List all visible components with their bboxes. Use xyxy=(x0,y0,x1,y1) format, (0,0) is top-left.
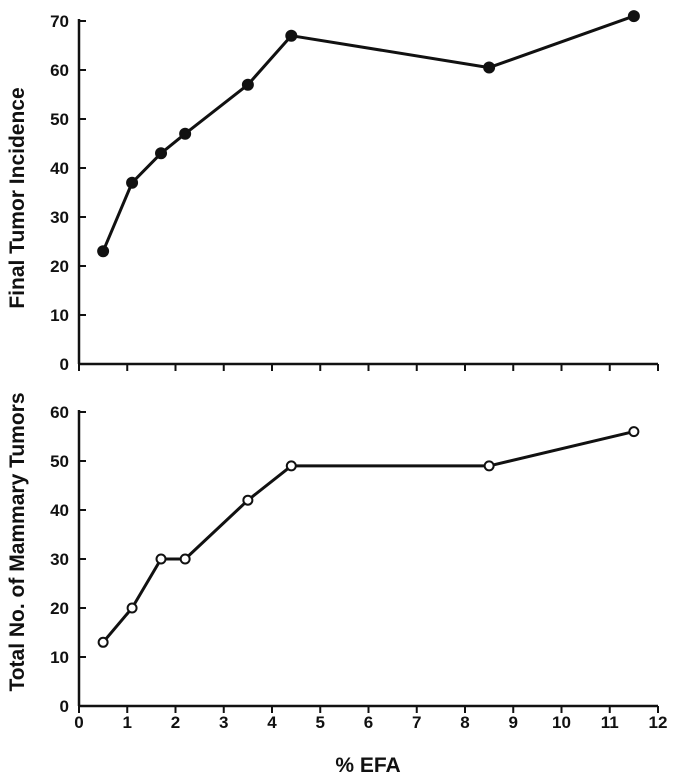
data-point xyxy=(628,426,640,438)
x-tick-label: 4 xyxy=(267,713,277,732)
x-tick-label: 11 xyxy=(601,713,619,732)
x-tick-label: 1 xyxy=(123,713,132,732)
x-axis-title: % EFA xyxy=(335,754,400,777)
y-tick-label: 60 xyxy=(50,61,69,80)
data-point xyxy=(126,176,139,189)
y-tick-label: 60 xyxy=(50,403,69,422)
x-tick-label: 0 xyxy=(74,713,83,732)
data-point xyxy=(285,29,298,42)
y-tick-label: 0 xyxy=(60,355,69,374)
y-tick-label: 20 xyxy=(50,599,69,618)
x-tick-label: 8 xyxy=(460,713,469,732)
data-point xyxy=(179,127,192,140)
y-tick-label: 50 xyxy=(50,452,69,471)
x-tick-label: 9 xyxy=(509,713,518,732)
x-tick-label: 10 xyxy=(552,713,571,732)
y-tick-label: 40 xyxy=(50,501,69,520)
data-point xyxy=(627,10,640,23)
data-point xyxy=(179,553,191,565)
y-tick-label: 20 xyxy=(50,257,69,276)
data-point xyxy=(483,61,496,74)
data-point xyxy=(97,245,110,258)
data-point xyxy=(155,147,168,160)
data-point xyxy=(155,553,167,565)
x-tick-label: 5 xyxy=(316,713,325,732)
data-point xyxy=(241,78,254,91)
y-tick-label: 0 xyxy=(60,697,69,716)
data-point xyxy=(126,602,138,614)
top-panel: 0 10 20 30 40 50 60 70 xyxy=(50,10,659,374)
y-tick-label: 40 xyxy=(50,159,69,178)
y-tick-label: 30 xyxy=(50,550,69,569)
data-point xyxy=(483,460,495,472)
y-axis-title-bottom: Total No. of Mammary Tumors xyxy=(6,392,29,691)
data-point xyxy=(285,460,297,472)
x-tick-label: 12 xyxy=(649,713,668,732)
y-tick-label: 10 xyxy=(50,306,69,325)
y-tick-label: 50 xyxy=(50,110,69,129)
x-tick-label: 7 xyxy=(412,713,421,732)
data-point xyxy=(97,636,109,648)
data-point xyxy=(242,494,254,506)
x-tick-label: 3 xyxy=(219,713,228,732)
y-tick-label: 10 xyxy=(50,648,69,667)
y-axis-title-top: Final Tumor Incidence xyxy=(6,87,29,308)
series-line xyxy=(101,14,635,252)
y-tick-label: 70 xyxy=(50,12,69,31)
y-tick-label: 30 xyxy=(50,208,69,227)
series-line xyxy=(101,430,635,644)
x-tick-label: 6 xyxy=(364,713,373,732)
x-tick-label: 2 xyxy=(171,713,180,732)
